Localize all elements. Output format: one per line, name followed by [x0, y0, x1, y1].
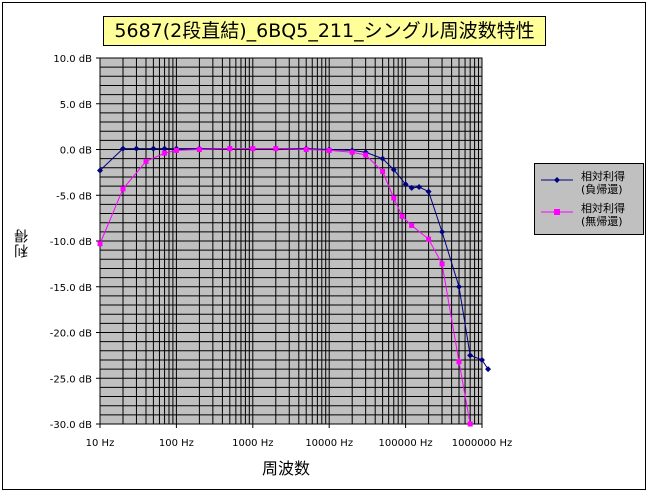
x-tick-label: 100000 Hz	[379, 438, 433, 449]
data-point	[173, 147, 179, 153]
data-point	[391, 195, 397, 201]
y-tick-label: -30.0 dB	[50, 420, 92, 431]
legend-swatch-negative-feedback	[541, 177, 573, 183]
y-tick-label: -15.0 dB	[50, 283, 92, 294]
data-point	[425, 188, 432, 195]
data-point	[227, 146, 233, 152]
x-tick-label: 1000000 Hz	[452, 438, 512, 449]
data-point	[97, 241, 103, 247]
x-axis-label: 周波数	[262, 459, 311, 478]
data-point	[162, 150, 168, 156]
legend-item-no-feedback: 相対利得 (無帰還)	[541, 202, 641, 232]
y-tick-label: 0.0 dB	[60, 146, 92, 157]
x-tick-label: 10 Hz	[86, 438, 115, 449]
data-point	[416, 184, 423, 191]
data-point	[150, 145, 157, 152]
data-point	[250, 146, 256, 152]
grid-lines	[99, 58, 482, 424]
y-tick-label: 10.0 dB	[53, 54, 92, 65]
data-point	[133, 145, 140, 152]
data-point	[479, 356, 485, 363]
data-point	[467, 352, 474, 359]
data-point	[143, 158, 149, 164]
data-point	[273, 146, 279, 152]
y-tick-label: -20.0 dB	[50, 329, 92, 340]
y-tick-label: -25.0 dB	[50, 374, 92, 385]
data-point	[426, 236, 432, 242]
data-point	[326, 147, 332, 153]
legend-swatch-no-feedback	[541, 209, 573, 215]
data-point	[161, 145, 168, 152]
legend-line-1: 相対利得	[581, 202, 625, 215]
series-group	[97, 145, 492, 427]
data-point	[390, 166, 397, 173]
y-tick-label: 5.0 dB	[60, 100, 92, 111]
y-tick-label: -10.0 dB	[50, 237, 92, 248]
data-point	[380, 168, 386, 174]
data-point	[363, 152, 369, 158]
x-tick-label: 100 Hz	[159, 438, 194, 449]
data-point	[303, 147, 309, 152]
x-tick-label: 1000 Hz	[232, 438, 273, 449]
data-point	[399, 213, 405, 219]
series-1	[97, 146, 473, 427]
chart-title: 5687(2段直結)_6BQ5_211_シングル周波数特性	[103, 16, 546, 46]
legend-line-2: (負帰還)	[581, 183, 623, 196]
y-axis-label: 利得	[14, 228, 30, 258]
legend-line-2: (無帰還)	[581, 215, 623, 228]
data-point	[485, 366, 492, 373]
legend-label-no-feedback: 相対利得 (無帰還)	[581, 202, 625, 228]
data-point	[439, 261, 445, 267]
data-point	[467, 421, 473, 427]
x-axis-ticks: 10 Hz 100 Hz 1000 Hz 10000 Hz 100000 Hz 10000…	[86, 424, 512, 449]
legend-item-negative-feedback: 相対利得 (負帰還)	[541, 170, 641, 200]
y-axis-ticks: 10.0 dB 5.0 dB 0.0 dB -5.0 dB -10.0 dB -15.0 …	[50, 54, 100, 431]
data-point	[408, 184, 415, 191]
data-point	[456, 359, 462, 365]
data-point	[409, 222, 415, 228]
x-tick-label: 10000 Hz	[305, 438, 353, 449]
legend-label-negative-feedback: 相対利得 (負帰還)	[581, 170, 625, 196]
data-point	[120, 186, 126, 192]
data-point	[97, 167, 103, 174]
data-point	[456, 283, 463, 290]
y-tick-label: -5.0 dB	[56, 191, 92, 202]
legend-line-1: 相対利得	[581, 170, 625, 183]
data-point	[379, 155, 386, 162]
data-point	[439, 228, 446, 235]
data-point	[349, 149, 355, 155]
legend: 相対利得 (負帰還) 相対利得 (無帰還)	[534, 163, 644, 235]
data-point	[402, 181, 409, 188]
data-point	[119, 145, 126, 152]
data-point	[196, 147, 202, 152]
